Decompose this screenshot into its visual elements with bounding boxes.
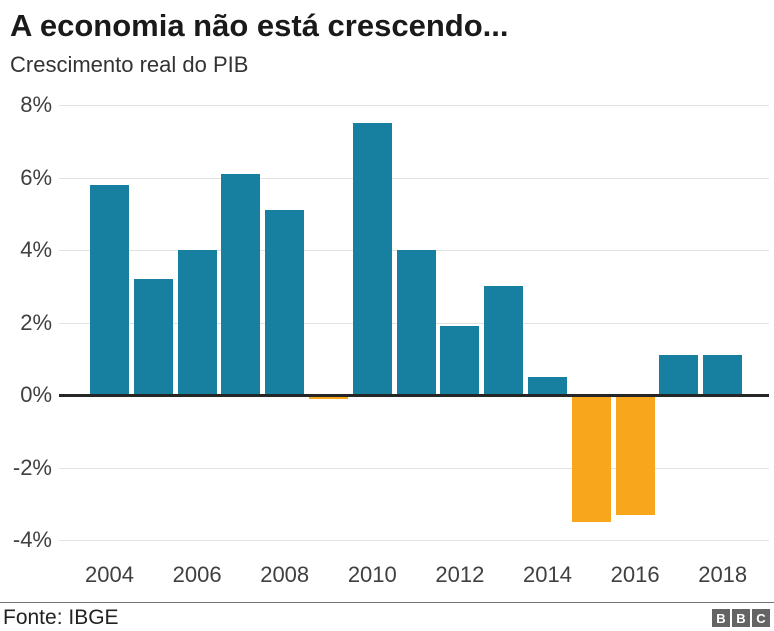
gridline--4% <box>59 540 769 541</box>
bar-2010 <box>352 123 392 395</box>
y-tick-0%: 0% <box>20 382 52 407</box>
bar-2017 <box>659 355 699 395</box>
bar-2006 <box>177 250 217 395</box>
bar-2004 <box>90 184 129 395</box>
bar-2018 <box>703 355 743 395</box>
y-tick--2%: -2% <box>12 454 52 480</box>
y-tick-6%: 6% <box>20 164 52 190</box>
bbc-logo-block-b1: B <box>712 609 730 627</box>
bar-2015 <box>571 395 611 522</box>
bar-2016 <box>615 395 655 515</box>
x-tick-2012: 2012 <box>435 562 485 587</box>
bar-2008 <box>265 210 305 395</box>
x-tick-2004: 2004 <box>85 562 134 587</box>
gridline-8% <box>59 105 769 106</box>
bar-2007 <box>221 173 261 395</box>
chart-subtitle: Crescimento real do PIB <box>10 52 249 77</box>
bar-2014 <box>528 376 567 395</box>
y-tick-8%: 8% <box>20 92 52 117</box>
bar-2011 <box>396 250 436 395</box>
y-tick-4%: 4% <box>20 237 52 262</box>
chart-title: A economia não está crescendo... <box>10 8 509 43</box>
gridline-6% <box>59 177 769 179</box>
bar-2013 <box>484 286 524 395</box>
bbc-logo-block-c: C <box>752 609 770 627</box>
source-label: Fonte: IBGE <box>3 606 119 629</box>
gridline--2% <box>59 467 769 469</box>
x-tick-2008: 2008 <box>260 562 310 587</box>
x-tick-2016: 2016 <box>610 562 660 587</box>
x-tick-2010: 2010 <box>347 562 397 587</box>
y-tick--4%: -4% <box>12 527 52 552</box>
bbc-logo: B B C <box>712 609 770 627</box>
bbc-logo-block-b2: B <box>732 609 750 627</box>
footer-divider <box>0 602 774 603</box>
x-tick-2014: 2014 <box>523 562 572 587</box>
y-tick-2%: 2% <box>20 309 52 335</box>
bar-2012 <box>440 326 480 395</box>
x-tick-2006: 2006 <box>172 562 222 587</box>
bar-2005 <box>133 279 173 395</box>
zero-axis-line <box>59 394 769 397</box>
x-tick-2018: 2018 <box>698 562 748 587</box>
